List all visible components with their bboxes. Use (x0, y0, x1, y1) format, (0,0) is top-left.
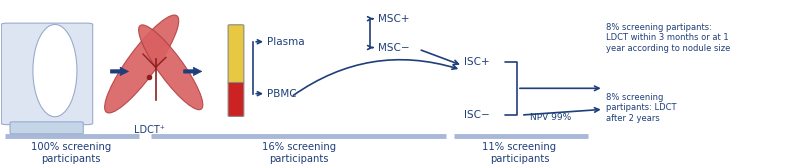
Text: 11% screening
participants: 11% screening participants (483, 142, 556, 164)
Ellipse shape (104, 15, 179, 113)
Text: MSC−: MSC− (378, 43, 409, 53)
Text: Plasma: Plasma (268, 37, 305, 47)
Text: LDCT⁺: LDCT⁺ (134, 125, 165, 135)
Text: PBMC: PBMC (268, 89, 297, 99)
Text: 100% screening
participants: 100% screening participants (31, 142, 111, 164)
FancyBboxPatch shape (2, 23, 92, 125)
FancyBboxPatch shape (228, 82, 244, 116)
Text: 8% screening
partipants: LDCT
after 2 years: 8% screening partipants: LDCT after 2 ye… (606, 93, 676, 123)
Ellipse shape (138, 25, 203, 110)
Text: ISC−: ISC− (465, 110, 490, 120)
Text: NPV 99%: NPV 99% (530, 113, 572, 122)
FancyBboxPatch shape (228, 25, 244, 83)
Text: MSC+: MSC+ (378, 14, 409, 24)
Text: 16% screening
participants: 16% screening participants (262, 142, 336, 164)
FancyBboxPatch shape (10, 122, 83, 134)
Text: ISC+: ISC+ (465, 56, 490, 67)
Text: 8% screening partipants:
LDCT within 3 months or at 1
year according to nodule s: 8% screening partipants: LDCT within 3 m… (606, 23, 730, 53)
Ellipse shape (33, 25, 77, 117)
